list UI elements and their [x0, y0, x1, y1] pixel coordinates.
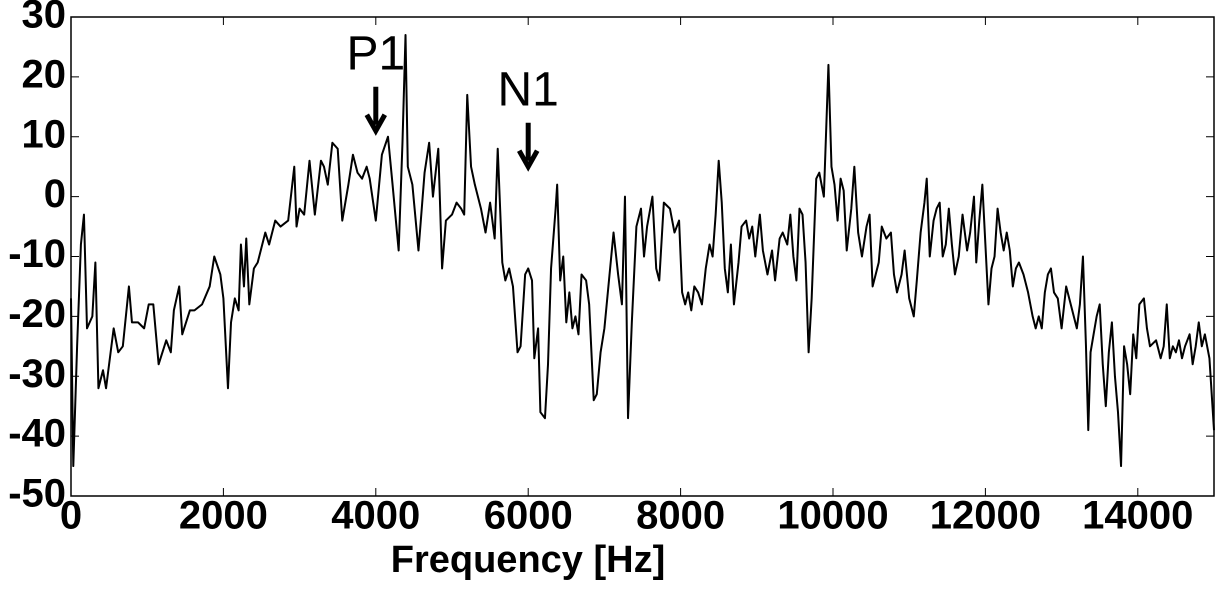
- y-tick-label: 10: [22, 112, 67, 156]
- x-axis-label: Frequency [Hz]: [391, 539, 665, 581]
- y-tick-label: -50: [8, 472, 66, 516]
- y-tick-label: -20: [8, 292, 66, 336]
- y-tick-label: -30: [8, 352, 66, 396]
- annotation-label: P1: [346, 27, 405, 80]
- x-tick-label: 4000: [331, 494, 420, 538]
- y-tick-label: 0: [44, 172, 66, 216]
- x-tick-label: 2000: [179, 494, 268, 538]
- x-tick-label: 12000: [930, 494, 1041, 538]
- y-tick-label: -40: [8, 412, 66, 456]
- x-tick-label: 8000: [636, 494, 725, 538]
- annotation-label: N1: [498, 63, 559, 116]
- annotation-arrow: [364, 86, 387, 136]
- y-tick-label: 20: [22, 52, 67, 96]
- x-tick-label: 6000: [484, 494, 573, 538]
- x-tick-label: 10000: [777, 494, 888, 538]
- spectrum-line: [70, 33, 1215, 468]
- x-tick-label: 14000: [1082, 494, 1193, 538]
- x-tick-label: 0: [60, 494, 82, 538]
- y-tick-label: 30: [22, 0, 67, 37]
- y-tick-label: -10: [8, 232, 66, 276]
- annotation-arrow: [517, 122, 540, 172]
